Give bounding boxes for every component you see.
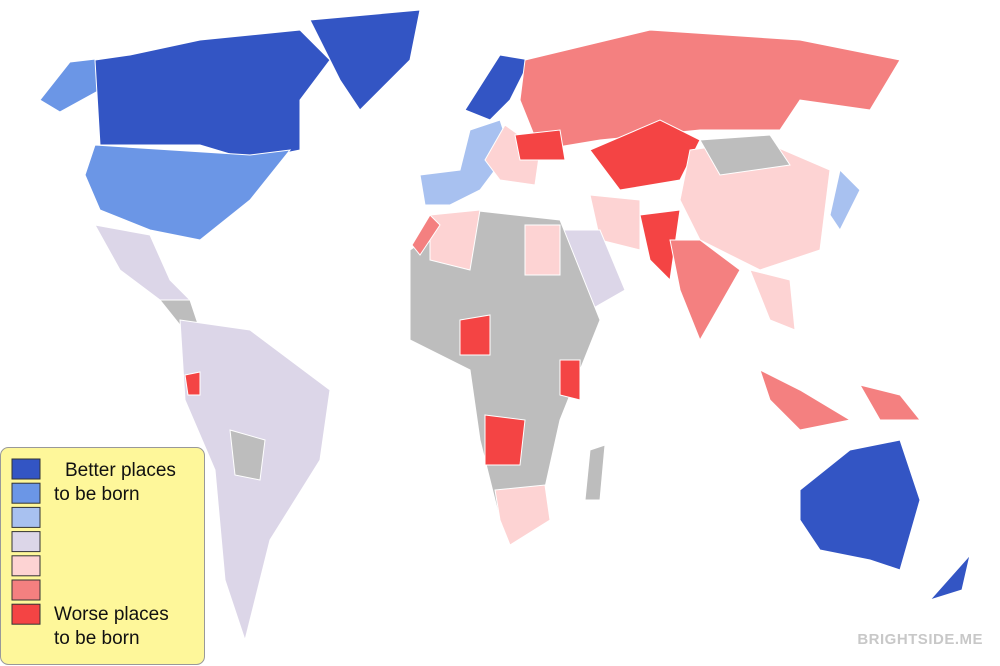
legend-worse-line: Worse places [54,604,169,625]
legend-swatch [11,603,41,625]
new-guinea [858,384,922,421]
north-africa [429,209,481,271]
nigeria [459,314,491,356]
legend-swatch [11,482,41,504]
south-africa [494,484,551,546]
watermark: BRIGHTSIDE.ME [857,631,983,648]
australia [799,439,921,571]
legend-better-line: to be born [54,484,140,505]
pakistan [639,209,681,282]
legend-swatch [11,506,41,528]
mongolia [699,134,791,176]
kenya [559,359,581,401]
legend-box [0,447,205,665]
ecuador [184,371,201,396]
angola [484,414,526,466]
countries [39,9,971,642]
russia [519,29,901,151]
southeast-asia [749,269,796,331]
canada [94,29,331,161]
japan [829,169,861,231]
new-zealand [928,554,971,602]
india [669,239,741,342]
madagascar [584,444,606,501]
morocco [411,214,441,256]
legend-swatch [11,531,41,553]
legend-swatch [11,579,41,601]
south-america [179,319,331,642]
bolivia [229,429,266,481]
mexico [94,224,192,301]
greenland [309,9,421,111]
usa [84,144,292,241]
egypt [524,224,561,276]
legend-swatch [11,458,41,480]
legend [11,458,41,625]
scandinavia [464,54,531,121]
legend-swatch [11,555,41,577]
legend-better-line: Better places [65,460,176,481]
legend-worse-line: to be born [54,628,140,649]
ukraine [514,129,566,161]
indonesia [759,369,852,431]
